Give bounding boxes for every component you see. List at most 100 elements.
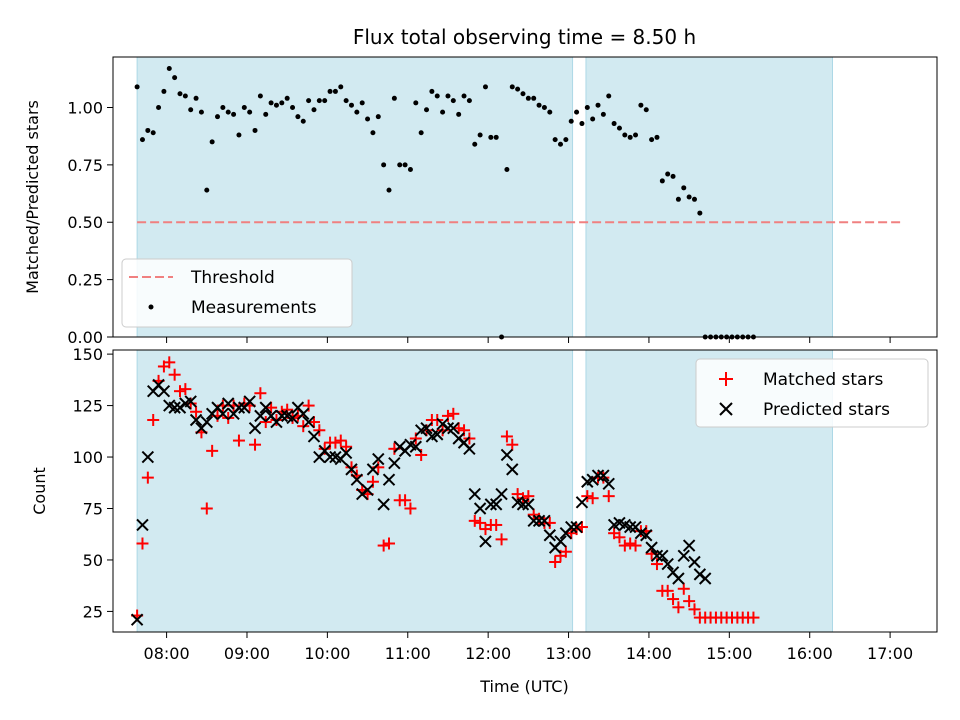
ratio-series-1-point-50 xyxy=(397,162,403,168)
ratio-series-1-point-78 xyxy=(547,109,553,115)
count-series-1-point-71 xyxy=(506,438,519,451)
count-series-1-point-3 xyxy=(141,471,154,484)
ratio-legend: Threshold Measurements xyxy=(121,258,353,328)
ratio-series-1-point-51 xyxy=(402,162,408,168)
count-series-2-point-8 xyxy=(168,401,181,414)
count-series-2-point-47 xyxy=(377,498,390,511)
count-series-2-point-100 xyxy=(661,557,674,571)
ratio-series-1-point-15 xyxy=(209,139,215,145)
count-series-2-point-34 xyxy=(307,430,321,443)
count-series-2-point-57 xyxy=(431,428,444,441)
count-series-2-point-49 xyxy=(388,457,401,470)
count-series-1-point-65 xyxy=(474,516,487,529)
count-series-1-point-79 xyxy=(549,556,562,569)
ratio-series-1-point-46 xyxy=(375,114,381,120)
ratio-series-1-point-105 xyxy=(691,196,697,202)
count-series-1-point-70 xyxy=(500,430,513,443)
ratio-series-1-point-52 xyxy=(407,166,413,172)
ratio-series-1-point-70 xyxy=(504,166,510,172)
ratio-series-1-point-13 xyxy=(198,109,204,115)
legend-matched-label: Matched stars xyxy=(763,370,883,390)
count-series-2-point-96 xyxy=(640,529,653,542)
ratio-series-1-point-59 xyxy=(445,93,451,99)
count-series-2-point-33 xyxy=(302,415,315,429)
ratio-series-1-point-87 xyxy=(595,102,601,108)
count-series-1-point-52 xyxy=(404,502,417,515)
count-y-tick-label-2: 50 xyxy=(83,551,103,570)
count-series-2-point-17 xyxy=(216,407,230,421)
count-series-2-point-45 xyxy=(366,463,380,476)
count-series-2-point-68 xyxy=(489,498,503,511)
count-series-1-point-68 xyxy=(490,518,503,531)
count-series-2-point-63 xyxy=(463,442,476,456)
count-series-2-point-83 xyxy=(570,520,583,534)
ratio-series-1-point-36 xyxy=(322,98,328,104)
count-series-1-point-23 xyxy=(249,438,262,451)
ratio-series-1-point-91 xyxy=(616,125,622,131)
count-y-tick-label-3: 75 xyxy=(83,499,103,518)
count-series-1-point-85 xyxy=(581,490,594,503)
count-series-1-point-91 xyxy=(613,531,626,544)
ratio-series-1-point-90 xyxy=(611,121,617,127)
count-legend-box xyxy=(695,358,929,428)
count-series-2-point-89 xyxy=(602,477,615,491)
count-series-2-point-84 xyxy=(575,496,589,509)
count-series-2-point-41 xyxy=(345,463,358,476)
ratio-series-1-point-28 xyxy=(279,100,285,106)
ratio-series-1-point-63 xyxy=(466,98,472,104)
ratio-series-1-point-68 xyxy=(493,134,499,140)
ratio-series-1-point-61 xyxy=(456,111,462,117)
ratio-y-tick-label-1: 0.00 xyxy=(67,328,103,347)
ratio-series-1-point-66 xyxy=(482,84,488,90)
count-series-2-point-42 xyxy=(350,473,364,486)
count-series-2-point-23 xyxy=(248,422,262,435)
x-tick-label-7: 14:00 xyxy=(626,644,672,663)
figure-title: Flux total observing time = 8.50 h xyxy=(353,25,696,49)
count-series-2-point-14 xyxy=(200,415,213,429)
count-y-tick-label-5: 125 xyxy=(72,397,103,416)
x-tick-label-5: 12:00 xyxy=(465,644,511,663)
count-series-2-point-1 xyxy=(130,613,144,626)
count-legend: Matched stars Predicted stars xyxy=(695,358,929,428)
count-series-1-point-20 xyxy=(232,434,245,447)
ratio-series-1-point-58 xyxy=(440,109,446,115)
ratio-series-1-point-43 xyxy=(359,100,365,106)
ratio-series-1-point-30 xyxy=(290,104,296,110)
ratio-legend-box xyxy=(121,258,353,328)
count-series-2-point-24 xyxy=(254,409,267,423)
count-series-1-point-81 xyxy=(559,545,572,558)
legend-measurements-label: Measurements xyxy=(191,298,317,318)
count-series-2-point-73 xyxy=(516,498,530,511)
x-tick-label-6: 13:00 xyxy=(545,644,591,663)
ratio-series-1-point-65 xyxy=(477,132,483,138)
ratio-y-tick-label-5: 1.00 xyxy=(67,98,103,117)
count-series-2-point-69 xyxy=(495,487,508,501)
count-y-tick-label-1: 25 xyxy=(83,602,103,621)
ratio-series-1-point-88 xyxy=(600,111,606,117)
ratio-series-1-point-55 xyxy=(424,107,430,113)
count-series-1-point-93 xyxy=(624,537,637,550)
ratio-series-1-point-54 xyxy=(418,130,424,136)
ratio-series-1-point-26 xyxy=(268,100,274,106)
count-series-1-point-38 xyxy=(329,436,342,449)
ratio-series-1-point-8 xyxy=(172,75,178,81)
ratio-series-1-point-93 xyxy=(627,134,633,140)
count-series-2-point-71 xyxy=(506,463,519,476)
legend-threshold-label: Threshold xyxy=(190,268,275,288)
count-series-2-point-97 xyxy=(645,541,658,554)
count-series-1-point-86 xyxy=(586,492,599,505)
ratio-series-1-point-39 xyxy=(338,84,344,90)
ratio-series-1-point-67 xyxy=(488,134,494,140)
ratio-series-1-point-9 xyxy=(177,91,183,97)
ratio-series-1-point-32 xyxy=(300,118,306,124)
count-series-1-point-40 xyxy=(340,440,353,453)
count-series-1-point-102 xyxy=(672,601,685,614)
ratio-series-1-point-100 xyxy=(665,171,671,177)
count-series-2-point-46 xyxy=(372,452,385,466)
count-series-1-point-41 xyxy=(345,461,358,474)
ratio-series-1-point-17 xyxy=(220,104,226,110)
ratio-series-1-point-102 xyxy=(675,196,681,202)
ratio-series-1-point-33 xyxy=(306,98,312,104)
ratio-series-1-point-85 xyxy=(584,104,590,110)
count-series-2-point-67 xyxy=(484,498,498,511)
